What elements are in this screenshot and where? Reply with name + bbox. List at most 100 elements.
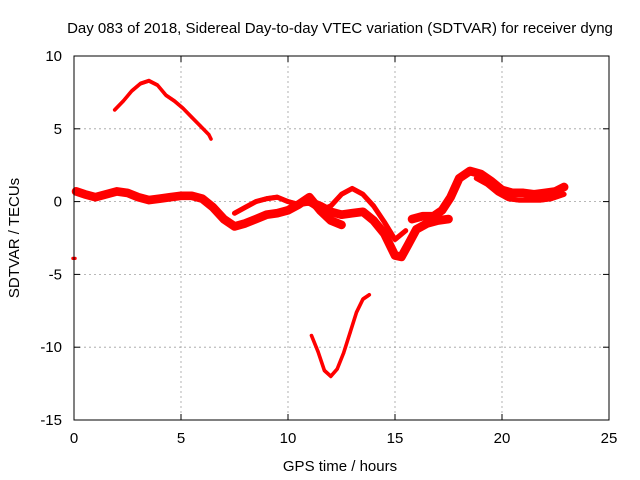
series-band [407, 166, 569, 224]
data-point [138, 82, 142, 86]
series-edge-line [310, 294, 370, 379]
x-tick-label: 20 [494, 430, 511, 447]
x-tick-label: 15 [387, 430, 404, 447]
series-arc-dip [305, 197, 453, 262]
data-point [468, 169, 472, 173]
data-point [372, 218, 376, 223]
series-band [71, 187, 346, 231]
series-arc-right [407, 166, 569, 224]
data-point [136, 195, 140, 199]
data-point [361, 210, 365, 214]
data-point [316, 350, 320, 354]
data-point [425, 221, 429, 225]
data-point [446, 217, 451, 221]
y-tick-label: 5 [54, 121, 62, 138]
data-point [286, 200, 290, 204]
chart-title: Day 083 of 2018, Sidereal Day-to-day VTE… [67, 20, 613, 37]
data-point [254, 217, 258, 221]
data-point [211, 205, 215, 209]
data-point [147, 198, 151, 202]
data-point [83, 192, 87, 196]
data-point [93, 195, 97, 199]
y-tick-label: 0 [54, 194, 62, 211]
data-point [372, 204, 376, 208]
data-point [275, 195, 279, 199]
data-point [164, 93, 168, 97]
series-arc-low [309, 292, 372, 379]
data-point [348, 331, 352, 335]
data-point [179, 194, 183, 198]
data-point [350, 186, 354, 191]
x-tick-labels: 0 5 10 15 20 25 [70, 430, 618, 447]
data-point [297, 202, 301, 207]
y-axis-label: SDTVAR / TECUs [6, 178, 23, 298]
data-point [254, 200, 258, 204]
data-point [361, 297, 365, 301]
data-point [406, 243, 410, 247]
data-point [393, 237, 397, 242]
series-edge-line [309, 203, 449, 261]
data-point [318, 204, 322, 208]
data-point [354, 310, 359, 314]
data-point [309, 334, 314, 338]
data-point [232, 224, 237, 228]
data-point [74, 189, 78, 193]
data-point [350, 211, 354, 215]
data-point [265, 213, 269, 217]
data-point [474, 176, 478, 180]
data-point [232, 211, 237, 215]
series-edge-line [309, 198, 449, 256]
data-point [104, 192, 108, 196]
data-point [496, 191, 500, 195]
series-edge-line [113, 78, 212, 139]
data-point [121, 99, 125, 103]
data-point [457, 176, 461, 180]
y-tick-label: -5 [49, 266, 62, 283]
data-point [209, 137, 213, 141]
data-point [562, 185, 566, 189]
data-point [382, 232, 386, 236]
data-point [404, 229, 408, 233]
series-edge-line [411, 167, 565, 218]
series-group [71, 78, 569, 379]
data-point [339, 213, 344, 217]
data-point [113, 108, 117, 112]
x-tick-label: 10 [280, 430, 297, 447]
data-point [190, 194, 194, 198]
data-point [339, 223, 344, 227]
data-point [421, 214, 425, 218]
data-point [532, 192, 536, 196]
data-point [521, 191, 526, 195]
data-point [361, 192, 365, 196]
data-point [393, 253, 397, 258]
y-tick-labels: -15 -10 -5 0 5 10 [40, 48, 62, 429]
data-point [449, 195, 453, 199]
data-point [500, 188, 504, 192]
data-point [562, 192, 566, 196]
data-point [506, 197, 510, 201]
data-point [528, 198, 532, 202]
data-point [335, 367, 339, 371]
axis-ticks [73, 55, 610, 421]
series-arc-upper-left [112, 78, 213, 141]
data-point [479, 172, 483, 176]
data-point [553, 189, 558, 193]
data-point [440, 208, 444, 212]
plot-frame [73, 55, 610, 421]
data-point [125, 191, 130, 195]
data-point [243, 205, 247, 209]
x-axis-label: GPS time / hours [283, 458, 397, 475]
data-point [485, 182, 489, 186]
data-point [198, 124, 202, 128]
y-tick-label: -10 [40, 339, 62, 356]
data-point [265, 197, 269, 201]
series-arc-main-left [71, 187, 346, 231]
data-point [275, 211, 279, 215]
data-point [414, 227, 418, 231]
data-point [322, 368, 326, 373]
data-point [155, 83, 160, 87]
data-point [329, 218, 333, 223]
data-point [307, 200, 311, 204]
data-point [286, 208, 290, 212]
data-point [549, 197, 553, 201]
